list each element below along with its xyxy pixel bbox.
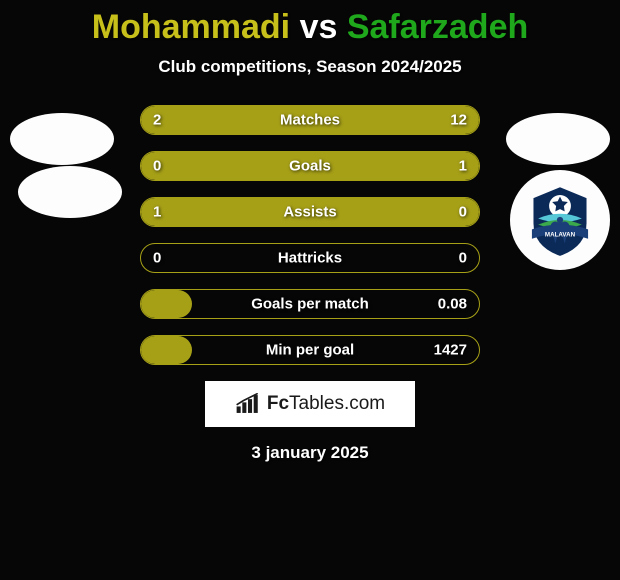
stat-row: Goals per match 0.08 [140, 289, 480, 319]
brand-rest: Tables.com [289, 393, 385, 414]
club-badge: MALAVAN [510, 170, 610, 270]
stat-row: 0 Goals 1 [140, 151, 480, 181]
stat-row: 1 Assists 0 [140, 197, 480, 227]
stat-right-value: 0 [459, 250, 467, 267]
brand-text: FcTables.com [267, 393, 385, 415]
stat-label: Hattricks [278, 250, 342, 267]
brand-bold: Fc [267, 393, 289, 414]
fill-left [141, 336, 192, 364]
stat-label: Matches [280, 112, 340, 129]
stat-right-value: 0 [459, 204, 467, 221]
comparison-card: Mohammadi vs Safarzadeh Club competition… [0, 0, 620, 580]
brand-box[interactable]: FcTables.com [205, 381, 415, 427]
player-right-name: Safarzadeh [347, 8, 528, 46]
page-title: Mohammadi vs Safarzadeh [0, 0, 620, 47]
badge-ribbon-text: MALAVAN [545, 231, 576, 238]
stat-left-value: 0 [153, 158, 161, 175]
player-left-avatar-2 [18, 166, 122, 218]
stat-label: Goals per match [251, 296, 369, 313]
stat-right-value: 12 [450, 112, 467, 129]
stat-right-value: 1 [459, 158, 467, 175]
stat-right-value: 0.08 [438, 296, 467, 313]
stat-left-value: 0 [153, 250, 161, 267]
title-vs: vs [300, 8, 338, 46]
date-text: 3 january 2025 [0, 443, 620, 463]
stat-row: 2 Matches 12 [140, 105, 480, 135]
player-left-name: Mohammadi [92, 8, 290, 46]
club-badge-icon: MALAVAN [521, 181, 599, 259]
stat-left-value: 2 [153, 112, 161, 129]
stat-label: Min per goal [266, 342, 354, 359]
fill-left [141, 290, 192, 318]
stat-row: 0 Hattricks 0 [140, 243, 480, 273]
brand-chart-icon [235, 393, 261, 415]
stat-right-value: 1427 [434, 342, 467, 359]
player-right-avatar-1 [506, 113, 610, 165]
stat-label: Assists [283, 204, 336, 221]
stat-label: Goals [289, 158, 331, 175]
stat-left-value: 1 [153, 204, 161, 221]
stat-row: Min per goal 1427 [140, 335, 480, 365]
subtitle: Club competitions, Season 2024/2025 [0, 57, 620, 77]
stats-container: 2 Matches 12 0 Goals 1 1 Assists 0 0 Hattricks 0 Goa… [140, 105, 480, 365]
player-left-avatar-1 [10, 113, 114, 165]
